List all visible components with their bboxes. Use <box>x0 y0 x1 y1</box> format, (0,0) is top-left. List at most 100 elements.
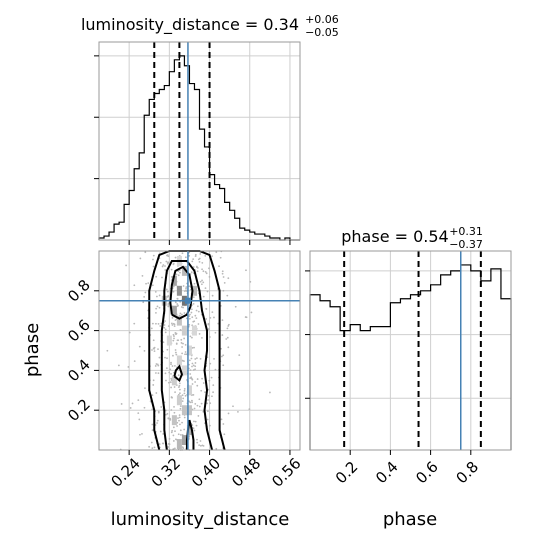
contour-sample-point <box>174 256 177 259</box>
hist-phase-xtick-label: 0.4 <box>372 458 402 488</box>
contour-sample-point <box>184 343 187 346</box>
contour-sample-point <box>178 414 181 417</box>
contour-sample-point <box>173 411 176 414</box>
contour-sample-point <box>181 252 184 255</box>
contour-density-cell <box>166 335 172 346</box>
contour-sample-point <box>178 382 181 385</box>
contour-sample-point <box>182 447 185 450</box>
contour-sample-point <box>161 276 163 279</box>
contour-sample-point <box>162 433 165 435</box>
contour-sample-point <box>133 284 136 287</box>
contour-sample-point <box>190 357 193 360</box>
contour-sample-point <box>159 430 162 433</box>
contour-sample-point <box>193 407 196 410</box>
contour-sample-point <box>196 305 199 308</box>
contour-sample-point <box>160 406 163 408</box>
contour-sample-point <box>125 264 127 267</box>
contour-sample-point <box>183 428 186 431</box>
contour-sample-point <box>191 383 194 385</box>
contour-sample-point <box>139 433 141 436</box>
contour-sample-point <box>171 365 174 367</box>
contour-sample-point <box>177 433 180 436</box>
contour-density-cell <box>171 305 177 316</box>
contour-sample-point <box>222 364 225 367</box>
contour-sample-point <box>168 443 171 445</box>
contour-sample-point <box>166 295 169 298</box>
contour-density-cell <box>181 365 187 376</box>
contour-sample-point <box>188 315 191 318</box>
contour-sample-point <box>164 265 166 267</box>
contour-sample-point <box>162 341 165 344</box>
contour-sample-point <box>198 260 201 263</box>
contour-density-cell <box>186 405 192 416</box>
hist-phase-frame <box>309 250 512 451</box>
contour-sample-point <box>164 320 166 322</box>
contour-sample-point <box>177 274 180 277</box>
contour-sample-point <box>174 301 177 304</box>
contour-sample-point <box>191 336 193 339</box>
contour-sample-point <box>189 377 192 379</box>
contour-sample-point <box>212 384 215 387</box>
contour-sample-point <box>144 387 146 390</box>
contour-sample-point <box>220 418 223 421</box>
contour-ytick-label: 0.8 <box>64 276 94 306</box>
contour-sample-point <box>182 397 185 400</box>
contour-sample-point <box>174 349 177 351</box>
contour-sample-point <box>211 311 214 314</box>
contour-ytick-label: 0.6 <box>64 316 94 346</box>
contour-sample-point <box>209 362 212 365</box>
contour-sample-point <box>176 425 178 427</box>
contour-sample-point <box>156 363 159 366</box>
contour-sample-point <box>227 346 230 349</box>
contour-sample-point <box>170 268 173 271</box>
contour-sample-point <box>188 254 191 257</box>
contour-sample-point <box>162 264 165 266</box>
contour-sample-point <box>206 418 209 421</box>
contour-sample-point <box>141 432 143 435</box>
contour-sample-point <box>213 357 215 360</box>
contour-sample-point <box>221 270 224 273</box>
contour-sample-point <box>189 313 191 316</box>
contour-sample-point <box>177 374 180 377</box>
contour-sample-point <box>183 312 186 314</box>
contour-sample-point <box>167 417 170 420</box>
contour-sample-point <box>133 360 136 363</box>
contour-sample-point <box>192 266 195 268</box>
contour-sample-point <box>169 418 172 421</box>
contour-sample-point <box>155 275 158 278</box>
contour-sample-point <box>128 331 131 334</box>
contour-sample-point <box>137 399 140 402</box>
contour-sample-point <box>201 377 203 380</box>
contour-density-cell <box>186 425 192 436</box>
contour-sample-point <box>167 325 170 328</box>
contour-sample-point <box>164 409 167 412</box>
contour-sample-point <box>191 260 194 263</box>
hist-distance-title-lower: −0.05 <box>305 26 339 39</box>
contour-sample-point <box>172 426 175 429</box>
contour-sample-point <box>151 394 154 397</box>
contour-sample-point <box>175 342 178 345</box>
contour-sample-point <box>194 420 197 423</box>
contour-sample-point <box>201 336 203 339</box>
contour-sample-point <box>178 384 181 387</box>
contour-xtick-label: 0.56 <box>268 454 304 490</box>
contour-sample-point <box>194 402 197 405</box>
contour-sample-point <box>197 415 200 417</box>
contour-sample-point <box>159 261 162 264</box>
hist-distance-title: luminosity_distance = 0.34 <box>81 15 299 35</box>
contour-sample-point <box>197 258 200 261</box>
hist-distance-title-upper: +0.06 <box>305 13 339 26</box>
contour-sample-point <box>158 306 161 309</box>
contour-sample-point <box>194 381 197 383</box>
contour-sample-point <box>196 266 199 269</box>
contour-sample-point <box>226 336 229 339</box>
contour-sample-point <box>184 394 187 397</box>
contour-sample-point <box>155 311 157 314</box>
contour-sample-point <box>175 353 178 356</box>
contour-sample-point <box>181 421 183 424</box>
contour-sample-point <box>172 434 175 437</box>
contour-density-cell <box>171 275 177 286</box>
contour-sample-point <box>196 404 199 407</box>
contour-sample-point <box>192 393 195 396</box>
contour-sample-point <box>145 282 147 285</box>
